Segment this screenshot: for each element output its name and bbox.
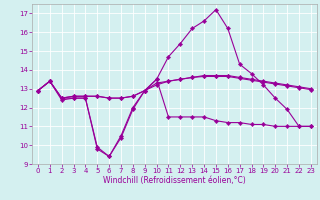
X-axis label: Windchill (Refroidissement éolien,°C): Windchill (Refroidissement éolien,°C) [103,176,246,185]
